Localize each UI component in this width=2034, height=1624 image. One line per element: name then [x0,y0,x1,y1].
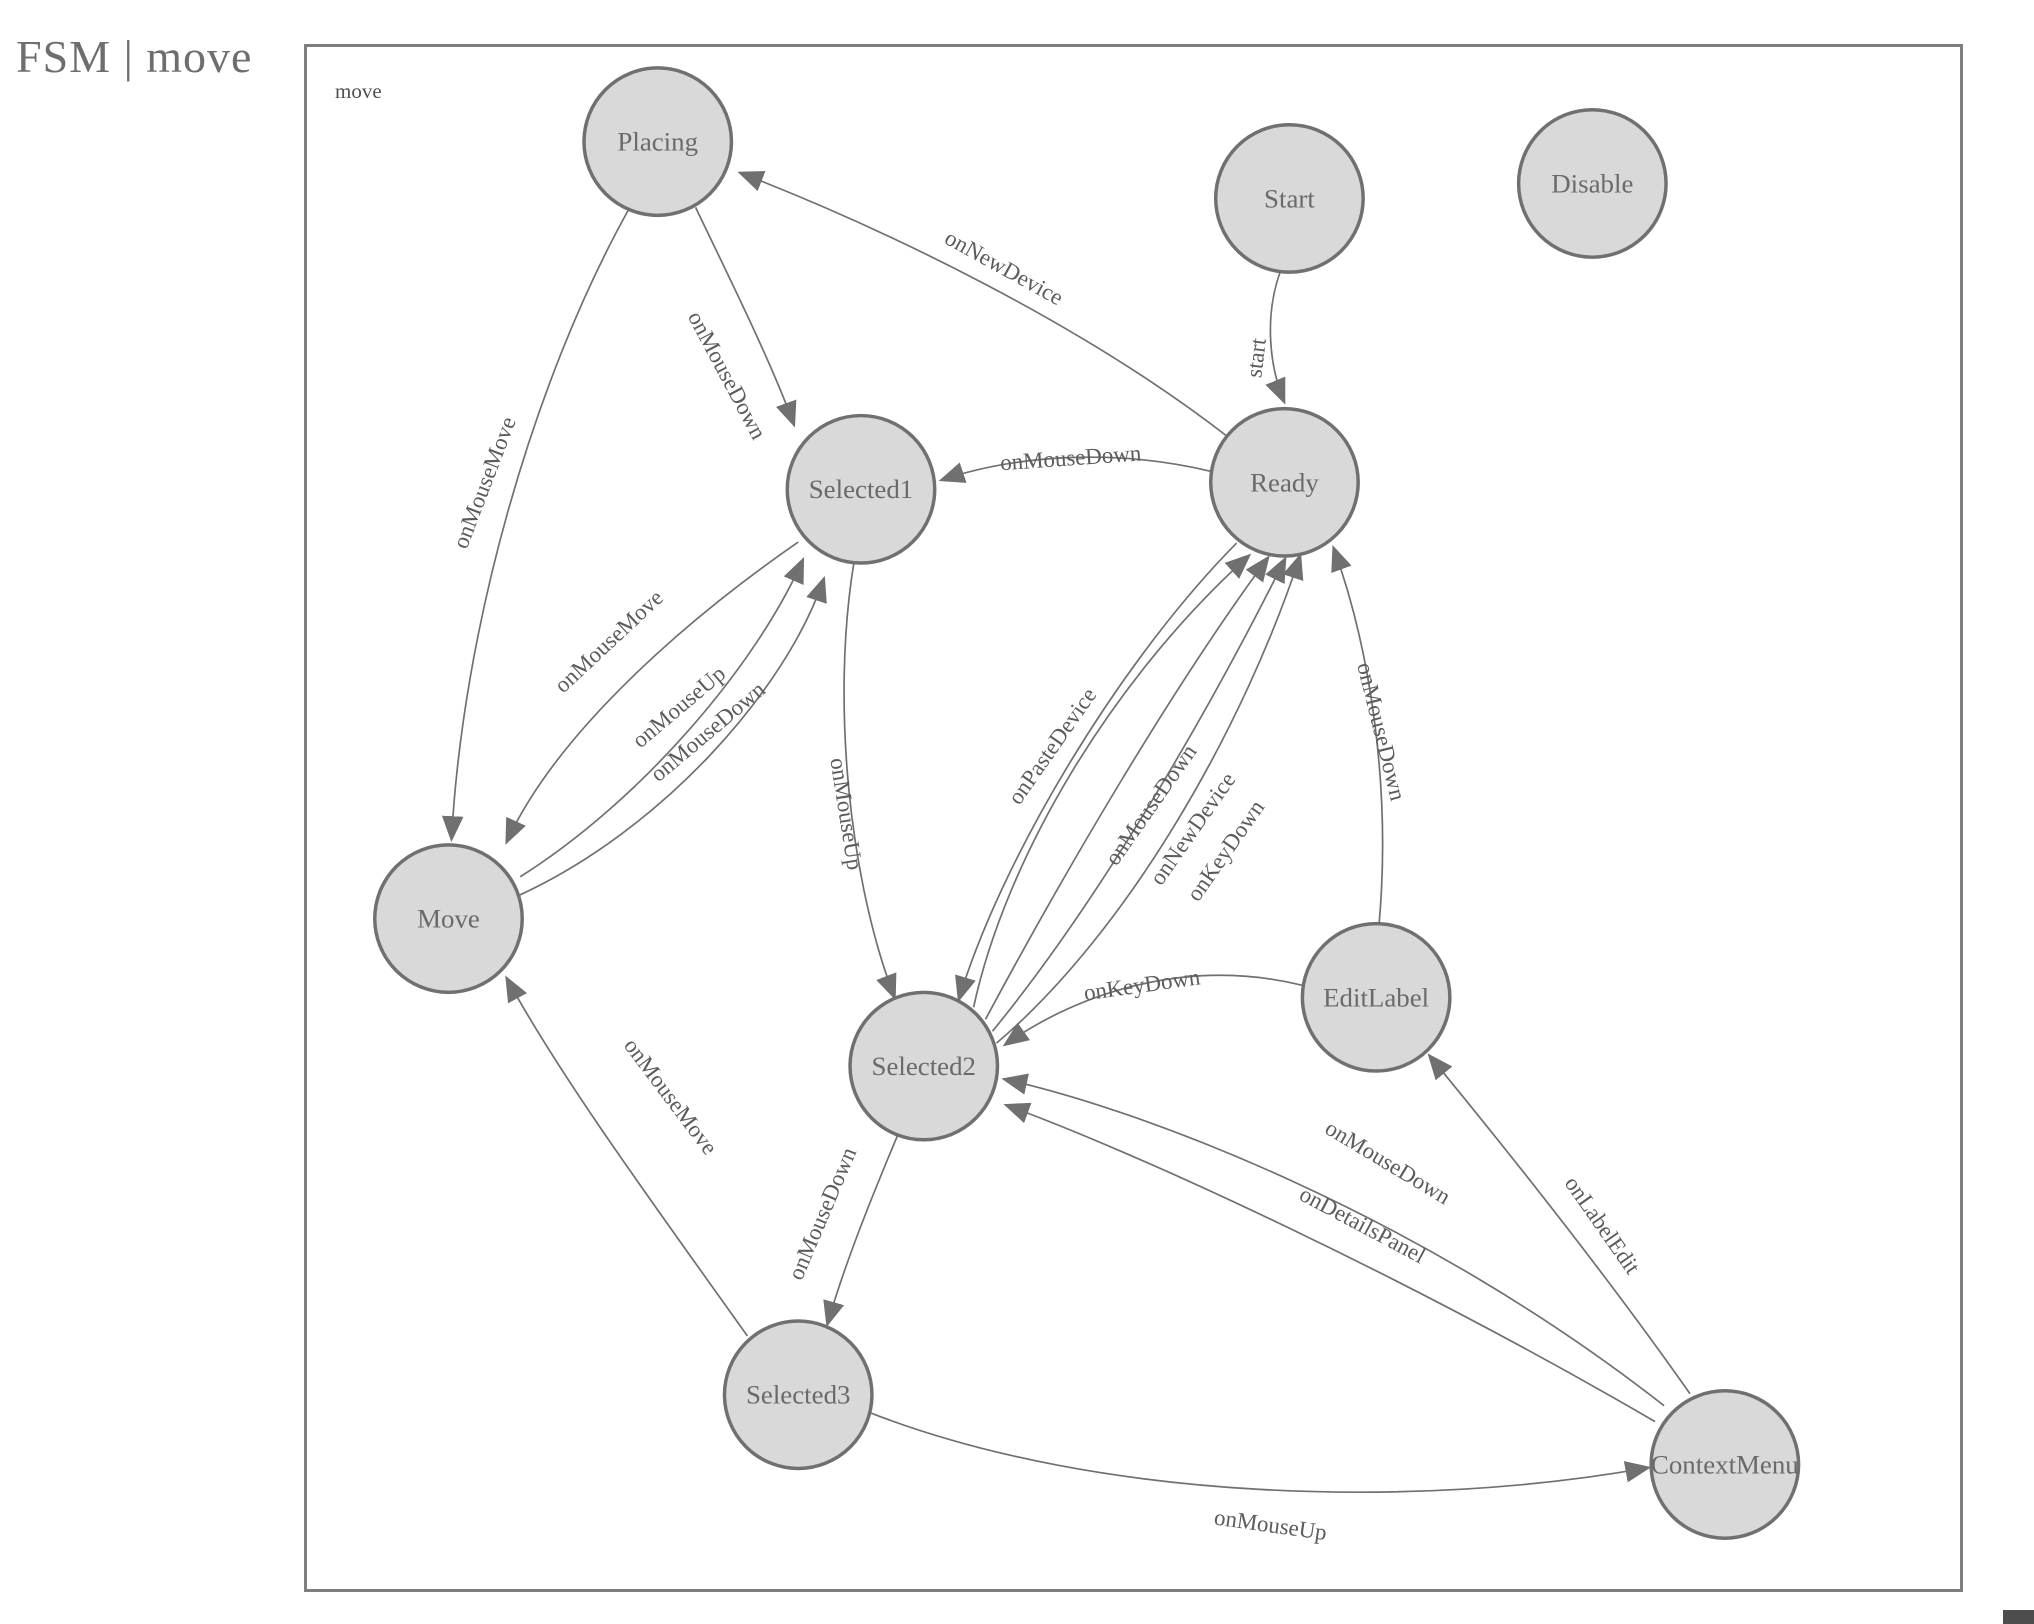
state-label: Ready [1250,467,1319,497]
edge-Selected1-Move [505,541,799,845]
edge-EditLabel-Ready [1331,545,1384,924]
state-node-Placing[interactable]: Placing [582,66,734,218]
edges-layer [441,171,1691,1494]
state-label: Start [1264,183,1315,213]
edge-ContextMenu-EditLabel [1427,1053,1691,1395]
edge-Ready-Selected2 [955,542,1238,1003]
fsm-canvas: Placing Start Disable Ready Selected1 Move Sel… [304,44,1963,1592]
state-label: Move [417,904,480,934]
state-node-Selected1[interactable]: Selected1 [785,413,937,565]
edge-Selected3-ContextMenu [869,1411,1652,1494]
state-circle[interactable] [582,66,734,218]
state-node-Ready[interactable]: Ready [1208,406,1360,558]
state-circle[interactable] [722,1319,874,1471]
state-node-Disable[interactable]: Disable [1516,108,1668,259]
state-label: ContextMenu [1651,1449,1799,1479]
edge-label: onPasteDevice [1003,683,1102,809]
edge-Ready-Selected1 [938,456,1211,483]
state-circle[interactable] [1213,122,1365,274]
page-title: FSM | move [16,31,253,82]
state-label: EditLabel [1323,982,1429,1012]
edge-label: onMouseDown [1352,660,1411,804]
edge-Selected2-Ready [972,553,1252,1008]
edge-labels-layer: startonMouseDownonNewDeviceonMouseDownon… [448,225,1646,1545]
edge-Move-Selected1 [517,575,827,897]
edge-label: onDetailsPanel [1296,1181,1430,1268]
edge-label: onMouseDown [1321,1115,1455,1209]
state-node-Selected2[interactable]: Selected2 [848,990,1000,1142]
state-node-ContextMenu[interactable]: ContextMenu [1649,1389,1801,1540]
edge-Start-Ready [1265,270,1286,405]
edge-Selected3-Move [505,975,749,1337]
scroll-corner [2003,1610,2034,1624]
edge-label: onNewDevice [941,225,1068,310]
state-label: Disable [1551,168,1633,198]
edge-Move-Selected1 [519,557,805,878]
state-label: Placing [617,127,698,157]
edge-EditLabel-Selected2 [1002,974,1303,1047]
state-circle[interactable] [1300,921,1452,1073]
state-circle[interactable] [1208,406,1360,558]
state-circle[interactable] [373,843,524,995]
nodes-layer: Placing Start Disable Ready Selected1 Move Sel… [373,66,1801,1540]
edge-label: onKeyDown [1082,964,1202,1005]
state-label: Selected2 [872,1051,976,1081]
edge-label: onMouseMove [550,585,669,698]
edge-label: onLabelEdit [1560,1172,1646,1280]
edge-Ready-Placing [737,171,1230,439]
edge-Selected2-Ready [991,556,1287,1032]
state-node-Selected3[interactable]: Selected3 [722,1319,874,1471]
edge-Placing-Selected1 [694,207,797,428]
state-node-Start[interactable]: Start [1213,122,1365,274]
edge-Selected1-Selected2 [843,561,897,1001]
fsm-diagram: Placing Start Disable Ready Selected1 Move Sel… [373,66,1801,1545]
state-circle[interactable] [1649,1389,1801,1540]
edge-label: onMouseMove [619,1033,722,1159]
state-node-EditLabel[interactable]: EditLabel [1300,921,1452,1073]
edge-label: onMouseDown [683,307,772,444]
edge-Selected2-Selected3 [823,1134,899,1328]
edge-label: onMouseDown [999,440,1142,475]
edge-Selected2-Ready [995,552,1304,1044]
edge-label: onMouseUp [1213,1505,1329,1546]
edge-Placing-Move [441,206,631,843]
state-circle[interactable] [1516,108,1668,259]
edge-label: onMouseMove [448,413,521,551]
state-node-Move[interactable]: Move [373,843,524,995]
state-label: Selected3 [746,1380,850,1410]
edge-label: onMouseDown [783,1143,861,1283]
edge-label: start [1241,336,1271,379]
edge-ContextMenu-Selected2 [1001,1073,1665,1407]
state-label: Selected1 [809,474,913,504]
edge-ContextMenu-Selected2 [1003,1102,1656,1423]
state-circle[interactable] [785,413,937,565]
edge-label: onMouseUp [825,756,867,872]
edge-Selected2-Ready [984,555,1270,1020]
state-circle[interactable] [848,990,1000,1142]
canvas-label: move [335,79,382,103]
